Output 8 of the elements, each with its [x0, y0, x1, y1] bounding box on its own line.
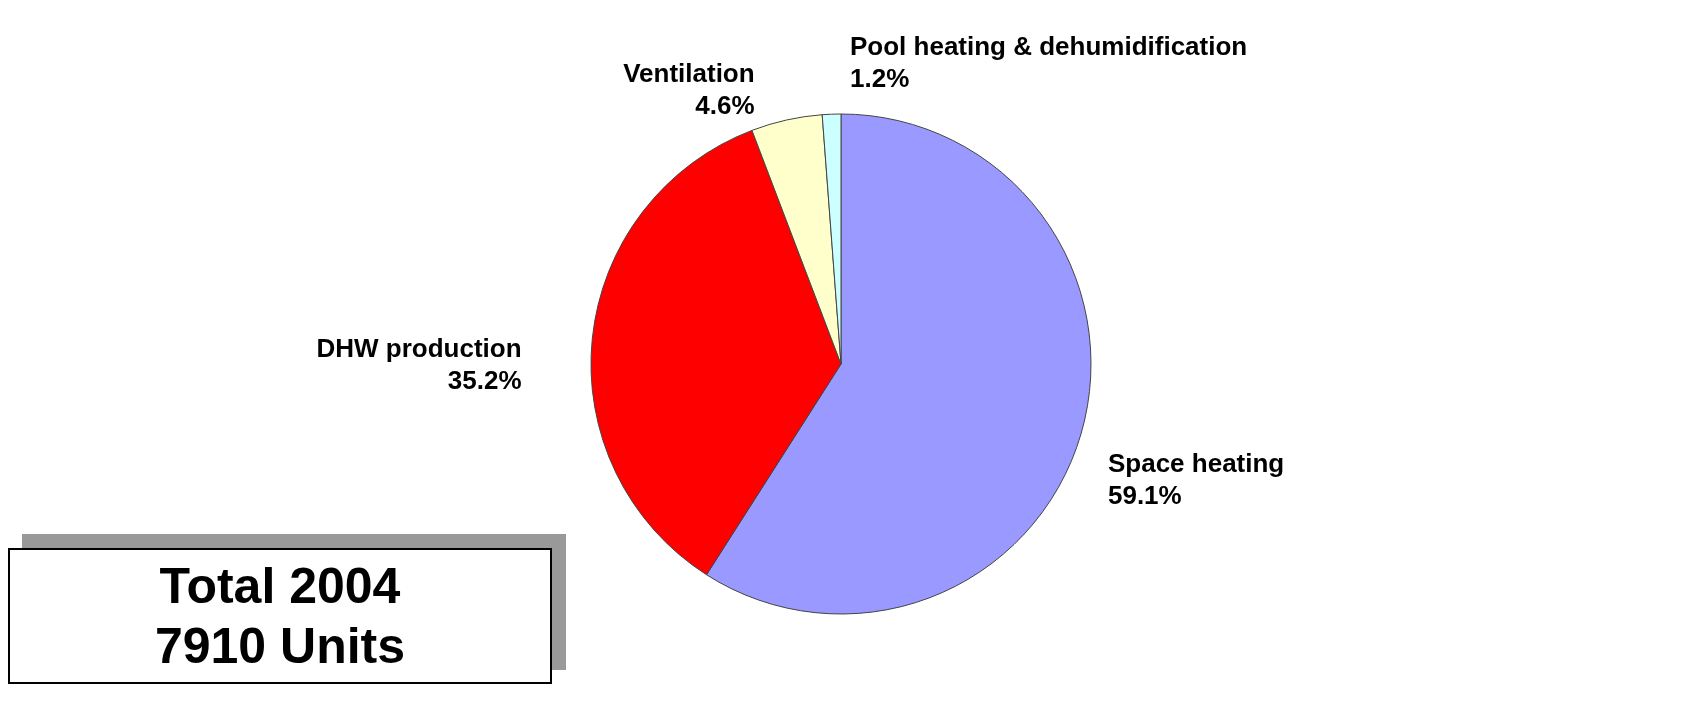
- data-label: 35.2%: [447, 365, 522, 396]
- slice-label: DHW production: [316, 333, 522, 364]
- slice-label: Pool heating & dehumidification: [850, 31, 1248, 62]
- slice-label: Ventilation: [623, 58, 755, 89]
- slice-label: Space heating: [1107, 448, 1285, 479]
- data-label: 1.2%: [850, 63, 910, 94]
- data-label: 4.6%: [695, 90, 755, 121]
- data-label: 59.1%: [1107, 480, 1182, 511]
